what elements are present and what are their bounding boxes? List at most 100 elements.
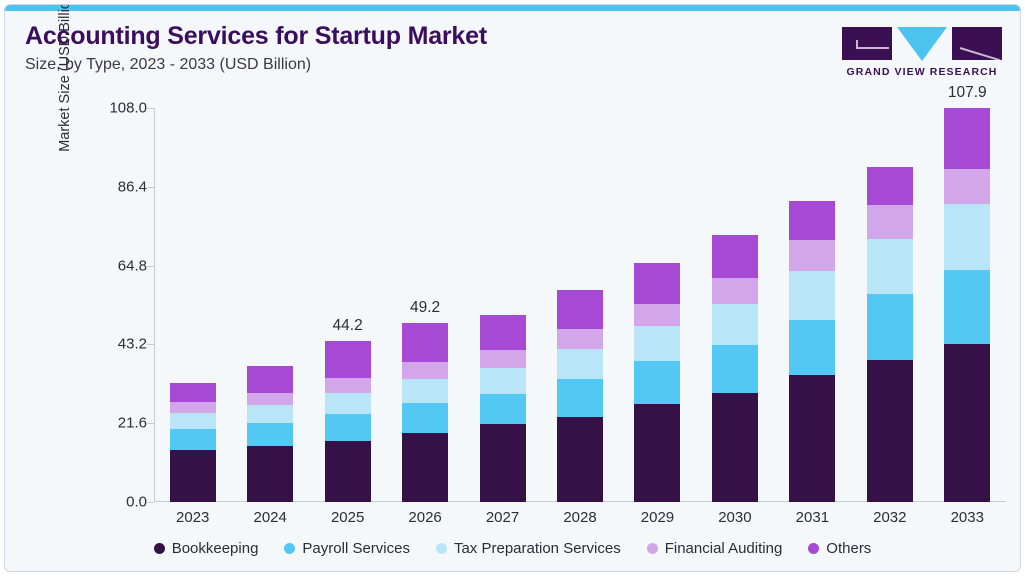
x-axis-tick-label: 2023 bbox=[176, 509, 210, 526]
y-axis-tick-label: 64.8 bbox=[117, 257, 147, 275]
bar-segment[interactable] bbox=[634, 303, 681, 326]
x-axis-tick-label: 2028 bbox=[563, 509, 597, 526]
bar-group[interactable] bbox=[247, 366, 294, 502]
bar-segment[interactable] bbox=[479, 394, 526, 424]
bar-segment[interactable] bbox=[402, 378, 449, 404]
bar-segment[interactable] bbox=[557, 290, 603, 330]
bar-segment[interactable] bbox=[711, 303, 758, 346]
bar-segment[interactable] bbox=[247, 445, 294, 502]
legend-item[interactable]: Payroll Services bbox=[284, 540, 410, 557]
bar-segment[interactable] bbox=[169, 412, 216, 430]
bar-segment[interactable] bbox=[479, 367, 526, 395]
bar-segment[interactable] bbox=[324, 377, 371, 393]
bar-segment[interactable] bbox=[402, 361, 449, 379]
bar-segment[interactable] bbox=[247, 366, 294, 393]
bar-segment[interactable] bbox=[944, 168, 991, 204]
bar-group[interactable] bbox=[479, 314, 526, 502]
bar-segment[interactable] bbox=[789, 240, 836, 272]
bar-group[interactable]: 44.2 bbox=[324, 317, 371, 502]
accent-bar bbox=[5, 5, 1020, 11]
bar-segment[interactable] bbox=[169, 450, 216, 502]
bar-segment[interactable] bbox=[634, 361, 681, 405]
bar-value-label: 107.9 bbox=[947, 84, 987, 102]
bar-segment[interactable] bbox=[169, 383, 216, 402]
bar-segment[interactable] bbox=[634, 263, 681, 304]
x-axis-tick-label: 2026 bbox=[408, 509, 442, 526]
x-axis-tick-label: 2027 bbox=[485, 509, 520, 526]
bar-segment[interactable] bbox=[324, 340, 371, 378]
bar-segment[interactable] bbox=[789, 201, 836, 241]
bar-segment[interactable] bbox=[944, 108, 991, 169]
bar-group[interactable] bbox=[557, 290, 603, 502]
bar-segment[interactable] bbox=[866, 239, 913, 295]
bar-segment[interactable] bbox=[402, 322, 449, 362]
legend-color-swatch-icon bbox=[435, 543, 447, 554]
bar-segment[interactable] bbox=[866, 360, 913, 502]
bar-group[interactable]: 107.9 bbox=[944, 84, 991, 502]
bar-segment[interactable] bbox=[944, 270, 991, 345]
bar-group[interactable]: 49.2 bbox=[402, 299, 449, 502]
bar-segment[interactable] bbox=[711, 345, 758, 393]
bar-segment[interactable] bbox=[479, 314, 526, 350]
bar-segment[interactable] bbox=[944, 344, 991, 502]
y-axis-line bbox=[154, 108, 155, 502]
bar-segment[interactable] bbox=[324, 440, 371, 502]
bar-segment[interactable] bbox=[711, 392, 758, 502]
bar-segment[interactable] bbox=[789, 374, 836, 502]
bar-segment[interactable] bbox=[944, 203, 991, 271]
y-axis-tick-mark bbox=[147, 423, 154, 425]
legend-label: Bookkeeping bbox=[171, 540, 259, 557]
bar-segment[interactable] bbox=[324, 392, 371, 415]
chart-header: Accounting Services for Startup Market S… bbox=[25, 21, 1000, 91]
bar-group[interactable] bbox=[169, 383, 216, 502]
bar-segment[interactable] bbox=[479, 423, 526, 502]
y-axis-tick-label: 43.2 bbox=[117, 335, 147, 353]
y-axis-tick-mark bbox=[147, 108, 154, 109]
x-axis-tick-label: 2032 bbox=[873, 509, 907, 526]
y-axis-tick-mark bbox=[147, 502, 154, 503]
legend-label: Others bbox=[826, 540, 872, 557]
legend-item[interactable]: Financial Auditing bbox=[646, 540, 782, 557]
page-title: Accounting Services for Startup Market bbox=[25, 22, 487, 50]
legend-color-swatch-icon bbox=[808, 543, 820, 554]
bar-segment[interactable] bbox=[711, 277, 758, 304]
y-axis-tick-label: 21.6 bbox=[117, 414, 147, 432]
bar-segment[interactable] bbox=[247, 422, 294, 446]
legend-item[interactable]: Tax Preparation Services bbox=[435, 540, 621, 557]
bar-group[interactable] bbox=[866, 167, 913, 502]
bar-segment[interactable] bbox=[169, 401, 216, 413]
bar-segment[interactable] bbox=[479, 349, 526, 368]
bar-group[interactable] bbox=[634, 263, 681, 502]
x-axis-tick-label: 2025 bbox=[330, 509, 365, 526]
bar-group[interactable] bbox=[711, 234, 758, 502]
bar-segment[interactable] bbox=[711, 234, 758, 278]
bar-segment[interactable] bbox=[557, 348, 603, 380]
bar-segment[interactable] bbox=[247, 404, 294, 423]
legend-label: Payroll Services bbox=[302, 540, 410, 557]
x-axis-tick-label: 2024 bbox=[253, 509, 287, 526]
legend-item[interactable]: Others bbox=[808, 540, 871, 557]
bar-group[interactable] bbox=[789, 201, 836, 502]
bar-segment[interactable] bbox=[634, 325, 681, 362]
bar-segment[interactable] bbox=[866, 294, 913, 361]
bar-segment[interactable] bbox=[402, 432, 449, 502]
legend-item[interactable]: Bookkeeping bbox=[153, 540, 259, 557]
y-axis-tick-mark bbox=[147, 344, 154, 346]
bar-segment[interactable] bbox=[169, 429, 216, 451]
logo-marks bbox=[842, 27, 1002, 61]
bar-segment[interactable] bbox=[557, 329, 603, 349]
bar-segment[interactable] bbox=[247, 392, 294, 405]
bar-value-label: 44.2 bbox=[332, 316, 363, 334]
plot-area: Market Size (USD Billion) 0.0 21.6 43.2 64.… bbox=[5, 5, 1020, 571]
chart-card: Accounting Services for Startup Market S… bbox=[4, 4, 1021, 572]
bar-segment[interactable] bbox=[402, 403, 449, 433]
bar-segment[interactable] bbox=[789, 271, 836, 320]
bar-segment[interactable] bbox=[634, 404, 681, 502]
bar-segment[interactable] bbox=[557, 379, 603, 417]
bar-segment[interactable] bbox=[557, 417, 603, 502]
bar-segment[interactable] bbox=[789, 319, 836, 375]
bar-segment[interactable] bbox=[324, 414, 371, 441]
bar-segment[interactable] bbox=[866, 204, 913, 240]
logo-left-block-icon bbox=[842, 27, 892, 60]
bar-segment[interactable] bbox=[866, 167, 913, 205]
